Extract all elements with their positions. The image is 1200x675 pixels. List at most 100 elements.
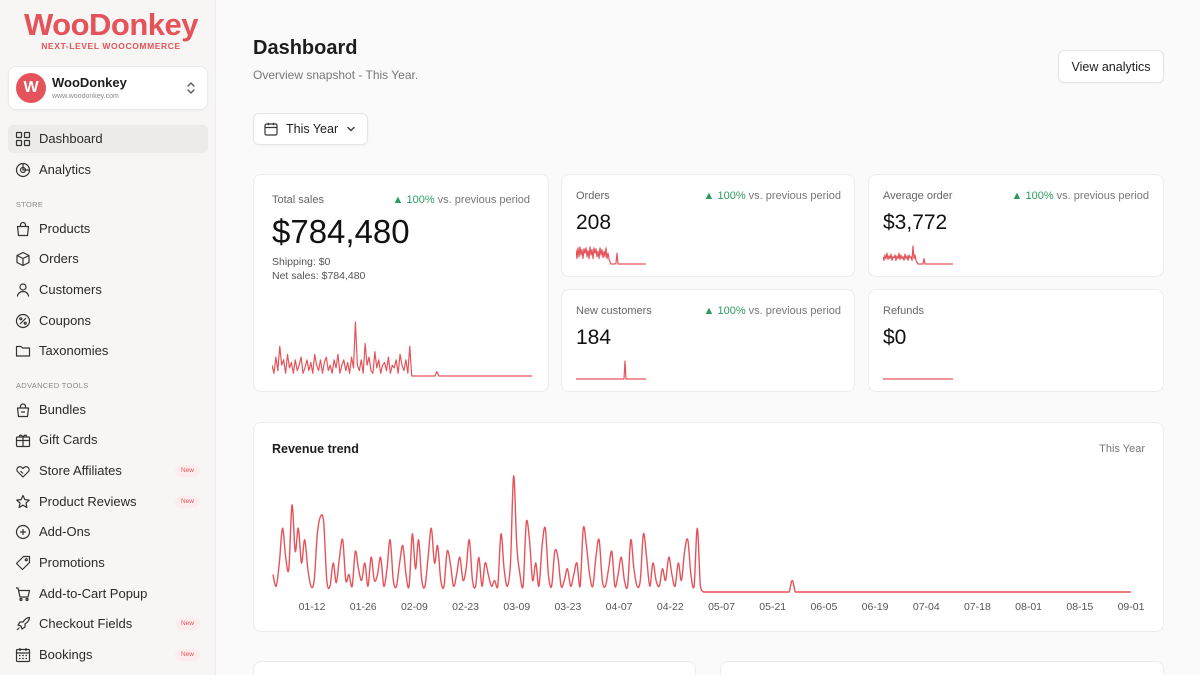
nav-item-add-to-cart-popup[interactable]: Add-to-Cart Popup <box>8 580 208 608</box>
metric-value: 184 <box>576 326 612 349</box>
metric-value: $0 <box>883 326 907 349</box>
store-switcher[interactable]: W WooDonkey www.woodonkey.com <box>8 66 208 110</box>
trend-text: vs. previous period <box>1056 190 1149 202</box>
bundle-icon <box>16 403 30 418</box>
x-tick-label: 04-22 <box>657 601 684 613</box>
metric-label: Total sales <box>272 194 324 206</box>
nav-item-coupons[interactable]: Coupons <box>8 307 208 335</box>
box-icon <box>16 251 30 267</box>
nav-item-products[interactable]: Products <box>8 215 208 243</box>
nav-item-analytics[interactable]: Analytics <box>8 156 208 184</box>
view-analytics-button[interactable]: View analytics <box>1058 50 1164 83</box>
bag-icon <box>16 221 30 237</box>
refunds-card: Refunds $0 <box>868 289 1164 392</box>
nav-label: Bookings <box>39 647 93 662</box>
new-customers-card: New customers ▲ 100% vs. previous period… <box>561 289 855 392</box>
trend-indicator: ▲ 100% vs. previous period <box>704 305 841 317</box>
metric-value: $3,772 <box>883 211 948 234</box>
x-tick-label: 07-04 <box>913 601 940 613</box>
metric-label: New customers <box>576 305 652 317</box>
chart-title: Revenue trend <box>272 442 359 456</box>
handshake-icon <box>16 466 30 478</box>
nav-item-store-affiliates[interactable]: Store Affiliates New <box>8 457 208 485</box>
x-tick-label: 07-18 <box>964 601 991 613</box>
nav-item-taxonomies[interactable]: Taxonomies <box>8 337 208 365</box>
metric-label: Orders <box>576 190 610 202</box>
nav-label: Products <box>39 221 91 236</box>
average-order-sparkline <box>883 245 953 265</box>
x-tick-label: 08-15 <box>1066 601 1093 613</box>
period-label: This Year <box>286 122 339 136</box>
nav-item-add-ons[interactable]: Add-Ons <box>8 518 208 546</box>
nav-item-product-reviews[interactable]: Product Reviews New <box>8 488 208 516</box>
nav-item-orders[interactable]: Orders <box>8 245 208 273</box>
x-tick-label: 02-23 <box>452 601 479 613</box>
trend-text: vs. previous period <box>437 194 530 206</box>
metric-value: $784,480 <box>272 213 410 250</box>
analytics-icon <box>15 162 31 178</box>
store-avatar: W <box>16 73 46 103</box>
trend-up-icon: ▲ <box>703 305 718 317</box>
nav-item-gift-cards[interactable]: Gift Cards <box>8 426 208 454</box>
nav-item-bundles[interactable]: Bundles <box>8 396 208 424</box>
nav-label: Bundles <box>39 402 86 417</box>
x-tick-label: 05-21 <box>759 601 786 613</box>
trend-indicator: ▲ 100% vs. previous period <box>704 190 841 202</box>
trend-indicator: ▲ 100% vs. previous period <box>1012 190 1149 202</box>
x-tick-label: 09-01 <box>1118 601 1145 613</box>
trend-percent: 100% <box>406 194 435 206</box>
new-badge: New <box>174 496 200 508</box>
chevron-down-icon <box>347 126 355 132</box>
new-badge: New <box>174 465 200 477</box>
bottom-card-right <box>720 661 1164 675</box>
gift-icon <box>15 434 31 448</box>
x-tick-label: 04-07 <box>606 601 633 613</box>
page-title: Dashboard <box>253 37 358 59</box>
nav-label: Product Reviews <box>39 494 137 509</box>
metric-label: Refunds <box>883 305 924 317</box>
nav-label: Analytics <box>39 162 92 177</box>
nav-item-promotions[interactable]: Promotions <box>8 549 208 577</box>
nav-label: Add-to-Cart Popup <box>39 586 148 601</box>
nav-item-checkout-fields[interactable]: Checkout Fields New <box>8 610 208 638</box>
x-tick-label: 06-05 <box>810 601 837 613</box>
bottom-card-left <box>253 661 696 675</box>
sparkline-series <box>576 246 646 265</box>
trend-percent: 100% <box>717 305 746 317</box>
tag-icon <box>15 555 31 571</box>
nav-item-bookings[interactable]: Bookings New <box>8 641 208 669</box>
user-icon <box>16 283 30 297</box>
revenue-trend-chart: 01-12 01-26 02-09 02-23 03-09 03-23 04-07 04-22… <box>272 475 1145 613</box>
sparkline-series <box>576 360 646 380</box>
page-subtitle: Overview snapshot - This Year. <box>253 68 419 82</box>
star-icon <box>16 494 30 509</box>
folder-icon <box>15 345 31 357</box>
trend-text: vs. previous period <box>748 190 841 202</box>
brand-wordmark: WooDonkey <box>23 7 199 42</box>
metric-label: Average order <box>883 190 953 202</box>
nav-item-dashboard[interactable]: Dashboard <box>8 125 208 153</box>
period-selector[interactable]: This Year <box>253 113 368 145</box>
nav-label: Add-Ons <box>39 524 91 539</box>
nav-item-customers[interactable]: Customers <box>8 276 208 304</box>
sidebar: WooDonkey NEXT-LEVEL WOOCOMMERCE W WooDo… <box>0 0 216 675</box>
sparkline-series <box>883 245 953 265</box>
refunds-sparkline <box>883 378 953 380</box>
total-sales-card: Total sales ▲ 100% vs. previous period $… <box>253 174 549 392</box>
nav-label: Customers <box>39 282 102 297</box>
x-tick-label: 03-09 <box>503 601 530 613</box>
brand-tagline: NEXT-LEVEL WOOCOMMERCE <box>41 41 181 51</box>
trend-up-icon: ▲ <box>703 190 718 202</box>
trend-up-icon: ▲ <box>1011 190 1026 202</box>
metric-value: 208 <box>576 211 612 234</box>
nav-label: Gift Cards <box>39 432 98 447</box>
trend-text: vs. previous period <box>748 305 841 317</box>
chart-period: This Year <box>1099 443 1145 455</box>
total-sales-sparkline <box>272 321 532 377</box>
grid-icon <box>15 131 31 147</box>
x-tick-label: 06-19 <box>862 601 889 613</box>
store-name: WooDonkey <box>52 75 127 90</box>
orders-sparkline <box>576 246 646 265</box>
brand-logo[interactable]: WooDonkey NEXT-LEVEL WOOCOMMERCE <box>16 7 206 52</box>
nav-label: Store Affiliates <box>39 463 122 478</box>
